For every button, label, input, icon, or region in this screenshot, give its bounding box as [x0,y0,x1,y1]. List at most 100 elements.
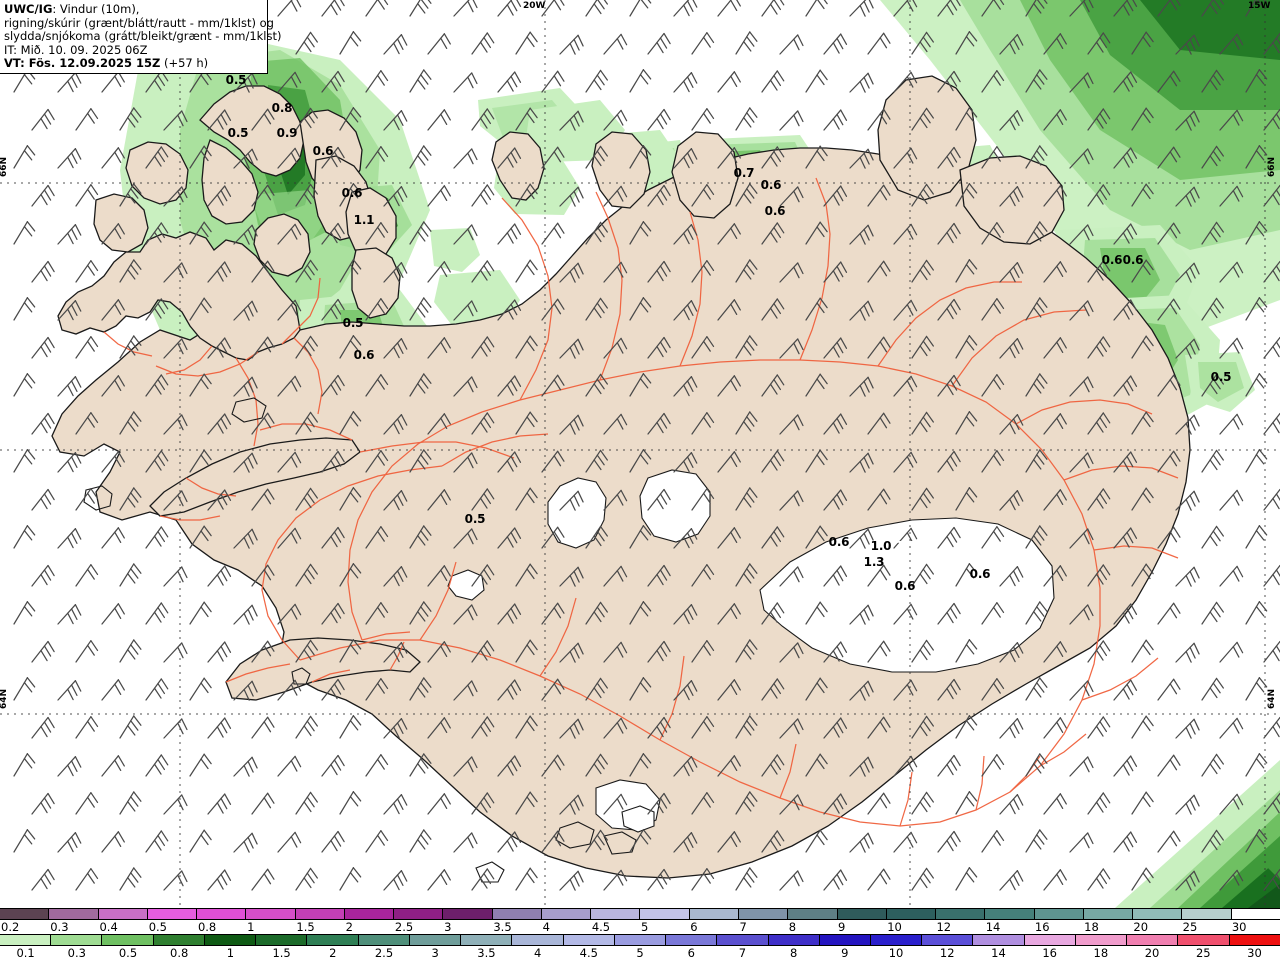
colorbar-swatch [1083,909,1134,919]
wind-barb [339,31,362,55]
wind-barb [1201,753,1224,777]
colorbar-swatch [666,935,718,945]
wind-barb [981,146,1005,169]
wind-barb [937,70,961,93]
wind-barb [981,526,1005,549]
wind-barb [251,868,275,891]
wind-barb [13,145,36,169]
wind-barb [937,602,961,625]
valid-time-line: VT: Fös. 12.09.2025 15Z (+57 h) [4,56,263,71]
wind-barb [867,792,891,815]
wind-barb [339,183,362,207]
wind-barb [1245,373,1268,397]
wind-barb [1069,680,1094,701]
wind-barb [13,449,36,473]
wind-barb [31,640,55,663]
contour-label: 0.5 [1210,370,1232,384]
wind-barb [735,867,758,891]
wind-barb [1201,221,1224,245]
colorbar-tick-label: 0.1 [16,946,35,960]
wind-barb [1113,527,1138,549]
init-time-line: IT: Mið. 10. 09. 2025 06Z [4,42,148,57]
colorbar-swatch [837,909,887,919]
wind-barb [1245,221,1268,245]
wind-barb [497,755,522,777]
wind-barb [207,565,232,587]
colorbar-tick: 2.5 [394,920,443,934]
colorbar-snow[interactable]: 0.2 0.3 0.4 0.5 0.8 1 1.5 2 2.5 3 3.5 4 4.5 5 6 7 8 9 10 12… [0,908,1280,934]
wind-barb [497,0,522,17]
colorbar-snow-swatches [0,908,1280,920]
contour-label: 0.6 [764,204,786,218]
wind-barb [471,260,495,283]
wind-barb [1201,829,1224,853]
colorbar-tick: 8 [768,946,819,960]
wind-barb [409,0,432,17]
colorbar-tick-label: 0.8 [197,920,217,934]
wind-barb [1069,452,1094,473]
wind-barb [779,186,804,207]
wind-barb [541,298,565,321]
wind-barb [233,148,258,169]
colorbar-swatch [256,935,308,945]
contour-label: 0.9 [276,126,298,140]
wind-barb [31,868,55,891]
wind-barb [805,601,828,625]
map-canvas[interactable]: 0.5 0.8 0.5 0.9 0.6 0.6 1.1 0.5 0.6 0.7 0.6 0.6 0.6 0… [0,0,1280,908]
wind-barb [497,223,522,245]
wind-barb [717,831,741,853]
colorbar-tick-label: 2 [345,920,353,934]
colorbar-rain[interactable]: 0.1 0.3 0.5 0.8 1 1.5 2 2.5 3 3.5 4 4.5 5 6 7 8 9 10 12 14 1… [0,934,1280,960]
wind-barb [409,297,432,321]
wind-barb [893,527,918,549]
wind-barb [1113,71,1138,93]
wind-barb [541,754,565,777]
wind-barb [1245,677,1268,701]
wind-barb [427,793,451,815]
wind-barb [427,869,451,891]
wind-barb [295,107,318,131]
wind-barb [119,107,142,131]
wind-barb [101,603,125,625]
valid-time-value: VT: Fös. 12.09.2025 15Z [4,56,161,71]
wind-barb [189,525,212,549]
wind-barb [277,831,302,853]
wind-barb [805,677,828,701]
colorbar-tick: 25 [1178,946,1229,960]
wind-barb [1245,145,1268,169]
wind-barb [1157,70,1181,93]
wind-barb [295,183,318,207]
wind-barb [295,259,318,283]
wind-barb [119,639,142,663]
wind-barb [1201,449,1224,473]
wind-barb [1175,34,1200,55]
wind-barb [541,830,565,853]
wind-barb [805,753,828,777]
wind-barb [717,603,741,625]
wind-barb [409,145,432,169]
wind-barb [761,222,785,245]
wind-barb [75,336,99,359]
wind-barb [1043,33,1067,55]
wind-barb [673,224,698,245]
wind-barb [339,791,362,815]
wind-barb [805,373,828,397]
wind-barb [471,488,495,511]
wind-barb [691,412,715,435]
wind-barb [629,297,652,321]
wind-barb [1025,297,1048,321]
wind-barb [189,297,212,321]
wind-barb [981,678,1005,701]
wind-barb [207,869,232,891]
wind-barb [453,680,478,701]
wind-barb [31,260,55,283]
wind-barb [251,716,275,739]
wind-barb [163,490,188,511]
wind-barb [867,640,891,663]
wind-barb [647,184,671,207]
wind-barb [867,564,891,587]
colorbar-tick-label: 0.2 [1,920,20,934]
contour-label: 0.6 [1101,253,1123,267]
colorbar-swatch [1231,909,1280,919]
wind-barb [515,639,538,663]
